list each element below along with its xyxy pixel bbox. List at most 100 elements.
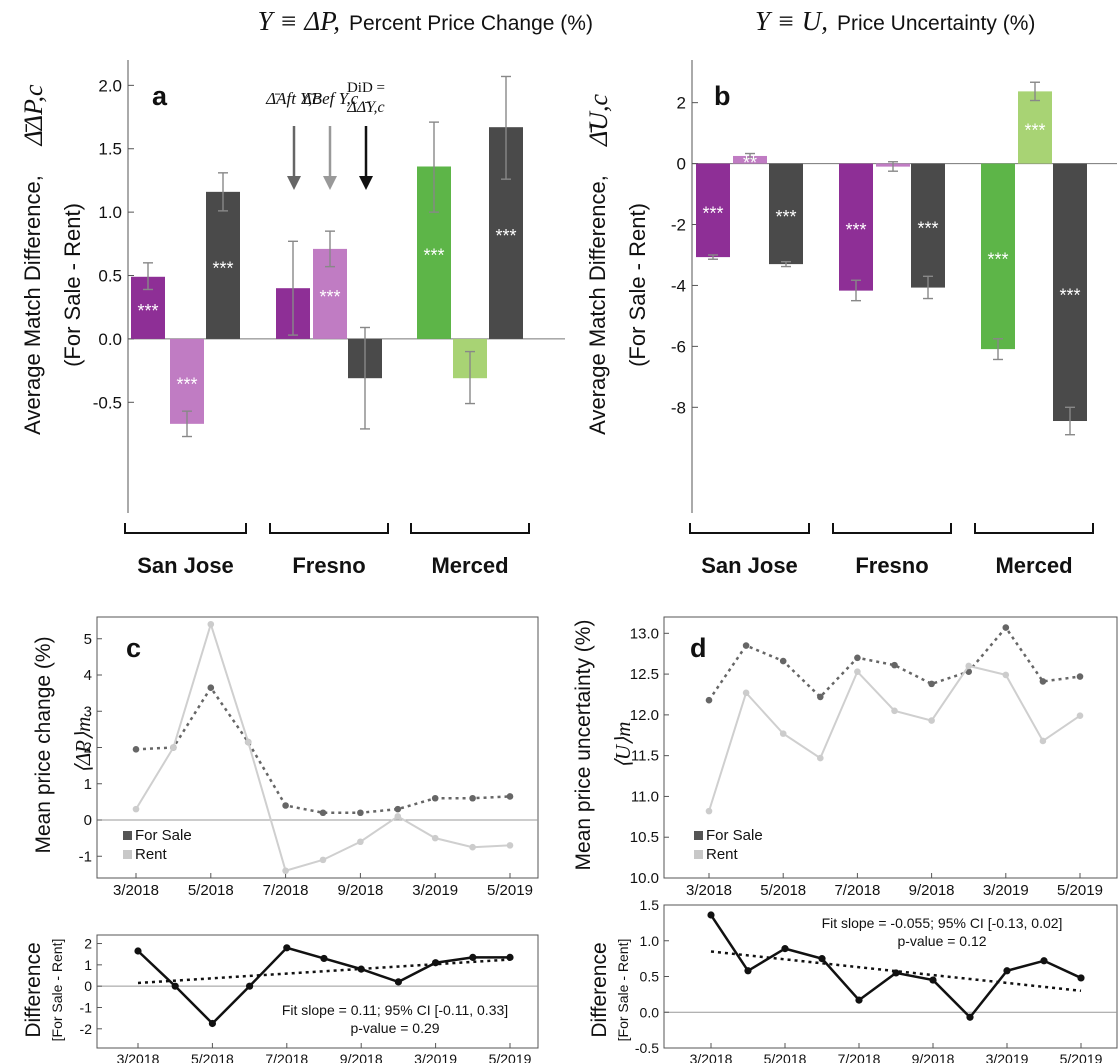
d-series-1-point-6 (928, 717, 935, 724)
d-series-1-point-0 (705, 807, 713, 815)
ylabel-d-diff-line2: [For Sale - Rent] (615, 939, 631, 1042)
fit-c-line1: Fit slope = 0.11; 95% CI [-0.11, 0.33] (282, 1002, 508, 1018)
b-sig-8: *** (1059, 285, 1080, 305)
d-diff-ytick-label-4: 1.5 (640, 897, 660, 913)
a-group-bracket-0 (124, 523, 247, 534)
c-series-line-0 (135, 685, 511, 814)
d-diff-xtick-label-5: 5/2019 (1060, 1051, 1103, 1063)
c-series-0-point-2 (207, 684, 215, 691)
c-ytick-label-4: 3 (84, 703, 92, 720)
c-diff-series-0-point-5 (320, 954, 328, 963)
d-series-0-point-9 (1039, 678, 1047, 685)
a-sig-0: *** (137, 301, 158, 321)
d-ytick-label-5: 12.5 (630, 666, 659, 683)
c-diff-series-0-point-2 (208, 1019, 216, 1028)
d-diff-fit-line (710, 950, 1082, 993)
ylabel-c: Mean price change (%) (32, 636, 55, 853)
d-series-0-point-8 (1002, 624, 1010, 631)
b-ytick-label-1: -6 (671, 337, 686, 356)
c-series-1-point-0 (132, 805, 140, 813)
difference-chart-d: -0.5 0.0 0.5 1.0 1.5 3/2018 5/2018 7/2018 9/2018… (635, 897, 1118, 1063)
c-series-1-point-6 (357, 838, 364, 846)
c-diff-fit-line (137, 958, 511, 985)
annotation-arrow-did (359, 126, 373, 190)
b-group-bracket-1 (832, 523, 952, 534)
title-right-text: Price Uncertainty (%) (837, 12, 1035, 35)
c-diff-ytick-label-4: 2 (84, 936, 92, 952)
c-series-1-point-2 (207, 620, 215, 628)
b-group-bracket-0 (689, 523, 810, 534)
c-series-1-point-5 (319, 856, 327, 864)
c-series-1-point-10 (506, 842, 514, 849)
b-bar-7 (1018, 91, 1052, 164)
ylabel-a-line2: (For Sale - Rent) (60, 203, 85, 367)
d-series-1-point-4 (854, 668, 861, 675)
panel-letter-c: c (126, 633, 141, 663)
annotation-arrow-bef (323, 126, 337, 190)
c-xtick-label-5: 5/2019 (487, 882, 533, 899)
c-diff-ytick-label-0: -2 (80, 1021, 93, 1037)
legend-c-sale-swatch (123, 831, 132, 840)
b-ytick-label-4: 0 (677, 155, 686, 174)
b-sig-6: *** (987, 249, 1008, 269)
b-bar-3 (839, 163, 873, 291)
d-ytick-label-0: 10.0 (630, 870, 659, 887)
a-ytick-label-3: 1.0 (98, 203, 122, 222)
d-series-line-1 (708, 664, 1081, 812)
d-ytick-label-2: 11.0 (631, 788, 659, 805)
a-ytick-label-2: 0.5 (98, 267, 122, 286)
c-xtick-label-3: 9/2018 (337, 882, 383, 899)
annotation-did-line1: DiD = (347, 80, 385, 96)
d-frame (663, 616, 1118, 879)
a-ytick-label-4: 1.5 (98, 140, 122, 159)
d-ytick-label-3: 11.5 (631, 748, 659, 765)
d-diff-series-0-point-9 (1040, 957, 1048, 965)
d-series-1-point-3 (817, 754, 824, 762)
line-chart-c: -1 0 1 2 3 4 5 3/2018 5/2018 7/2018 9/2018 3/2019 5/… (79, 616, 539, 899)
c-diff-xtick-label-2: 7/2018 (265, 1051, 308, 1063)
c-series-0-point-5 (319, 809, 327, 817)
c-diff-series-0-point-3 (246, 982, 254, 990)
line-chart-d: 10.0 10.5 11.0 11.5 12.0 12.5 13.0 3/2018 5/2018… (630, 616, 1118, 899)
d-xtick-label-3: 9/2018 (909, 882, 955, 899)
ylabel-c-symbol: ⟨ΔP⟩m (71, 717, 95, 774)
legend-c-sale-label: For Sale (135, 827, 192, 844)
c-series-0-point-7 (394, 805, 402, 813)
c-series-0-point-6 (357, 809, 364, 817)
c-diff-xtick-label-1: 5/2018 (191, 1051, 234, 1063)
d-ytick-label-6: 13.0 (630, 625, 659, 642)
a-sig-1: *** (176, 374, 197, 394)
d-diff-xtick-label-2: 7/2018 (838, 1051, 881, 1063)
d-diff-series-0-point-6 (929, 976, 937, 984)
c-diff-frame (96, 934, 539, 1049)
d-series-1-point-2 (779, 730, 787, 737)
c-series-1-point-3 (244, 738, 252, 746)
c-diff-ytick-label-1: -1 (80, 999, 93, 1015)
d-series-1-point-8 (1002, 671, 1010, 679)
a-sig-6: *** (423, 246, 444, 266)
c-diff-series-0-point-4 (283, 944, 291, 952)
d-diff-series-0-point-7 (966, 1013, 974, 1021)
bar-chart-a: -0.5 0.0 0.5 1.0 1.5 2.0 *** *** *** *** *** *** San… (93, 60, 565, 578)
d-xtick-label-5: 5/2019 (1057, 882, 1103, 899)
panel-letter-a: a (152, 81, 168, 111)
c-diff-series-0-point-7 (394, 978, 402, 986)
ylabel-d: Mean price uncertainty (%) (572, 620, 595, 871)
c-ytick-label-1: 0 (84, 812, 92, 829)
d-diff-ytick-label-3: 1.0 (640, 933, 660, 949)
b-group-bracket-2 (974, 523, 1094, 534)
bar-chart-b: -8-6-4-202*********** ************San Jos… (671, 60, 1117, 578)
c-diff-ytick-label-2: 0 (84, 978, 92, 994)
d-series-0-point-1 (742, 642, 750, 649)
c-series-0-point-8 (431, 794, 439, 802)
legend-d-sale-label: For Sale (706, 827, 763, 844)
d-series-1-point-7 (965, 662, 972, 670)
c-diff-xtick-label-4: 3/2019 (414, 1051, 457, 1063)
b-group-label-2: Merced (995, 553, 1072, 578)
c-ytick-label-2: 1 (84, 776, 92, 793)
d-series-0-point-10 (1076, 673, 1084, 680)
annotation-aft: Δ̄Aft Y,c (265, 89, 320, 108)
c-diff-xtick-label-5: 5/2019 (489, 1051, 532, 1063)
title-left-math: Y ≡ ΔP, (258, 6, 340, 36)
